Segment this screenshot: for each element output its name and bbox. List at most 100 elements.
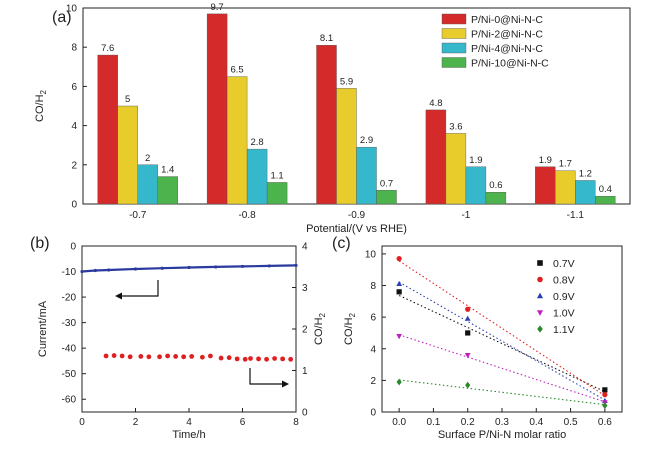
panel-b-right-y-axis-label: CO/H2 bbox=[313, 312, 327, 345]
co-h2-ratio-point bbox=[189, 353, 195, 359]
data-point bbox=[396, 289, 402, 295]
panel-c-x-tick-label: 0.5 bbox=[564, 417, 578, 428]
bar-value-label: 6.5 bbox=[230, 65, 243, 76]
legend-label: 1.0V bbox=[553, 308, 575, 320]
bar bbox=[425, 109, 447, 205]
bar-value-label: 0.7 bbox=[380, 178, 393, 189]
panel-a-y-tick-label: 8 bbox=[71, 43, 77, 54]
panel-c-x-tick-label: 0.3 bbox=[495, 417, 509, 428]
data-point bbox=[465, 330, 471, 336]
panel-c-axes: 0 2 4 6 8 10 0.0 0.1 0.2 0.3 0.4 0.5 0.6 Surface P/Ni… bbox=[343, 245, 623, 441]
data-point bbox=[396, 378, 402, 386]
panel-c-y-axis-label: CO/H2 bbox=[343, 312, 357, 345]
bar-value-label: 3.6 bbox=[449, 121, 462, 132]
panel-b-left-y-tick-label: -50 bbox=[62, 369, 77, 380]
bar-value-label: 2.8 bbox=[250, 137, 263, 148]
co-h2-ratio-point bbox=[165, 353, 171, 359]
panel-c-scatter-chart: (c) 0 2 4 6 8 10 0.0 0.1 0.2 0.3 0.4 0.5 0.6 Surface … bbox=[332, 235, 623, 441]
current-point bbox=[80, 269, 84, 274]
co-h2-ratio-point bbox=[234, 356, 240, 362]
bar-value-label: 7.6 bbox=[101, 43, 114, 54]
panel-b-left-y-tick-label: -20 bbox=[62, 293, 77, 304]
bar-value-label: 1.4 bbox=[161, 165, 174, 176]
bar bbox=[445, 133, 467, 205]
bar-value-label: 1.1 bbox=[270, 170, 283, 181]
data-point bbox=[464, 315, 471, 321]
bar-value-label: 5 bbox=[125, 94, 130, 105]
bar bbox=[226, 76, 248, 205]
bar bbox=[465, 166, 487, 205]
data-point bbox=[602, 387, 608, 393]
legend-marker bbox=[537, 325, 543, 333]
panel-c-points bbox=[396, 256, 608, 410]
current-point bbox=[187, 265, 191, 270]
bar-value-label: 1.7 bbox=[559, 159, 572, 170]
panel-a-y-tick-label: 10 bbox=[66, 4, 78, 15]
co-h2-ratio-point bbox=[264, 356, 269, 362]
co-h2-ratio-point bbox=[248, 356, 253, 361]
panel-a-x-tick-label: -0.9 bbox=[348, 210, 366, 221]
trend-line bbox=[398, 334, 606, 403]
data-point bbox=[465, 306, 471, 312]
panel-c-x-tick-label: 0.2 bbox=[461, 417, 475, 428]
panel-b-left-y-tick-label: 0 bbox=[70, 242, 76, 253]
bar bbox=[575, 180, 596, 205]
co-h2-ratio-point bbox=[157, 354, 162, 360]
co-h2-ratio-point bbox=[138, 353, 144, 359]
panel-b-left-y-axis-label: Current/mA bbox=[37, 300, 49, 357]
legend-swatch bbox=[441, 57, 467, 68]
panel-b-x-tick-label: 8 bbox=[293, 417, 299, 428]
bar-value-label: 4.8 bbox=[429, 98, 442, 109]
legend-label: P/Ni-2@Ni-N-C bbox=[471, 29, 543, 41]
co-h2-ratio-point bbox=[288, 356, 294, 362]
panel-b-x-tick-label: 4 bbox=[186, 417, 192, 428]
legend-label: 0.7V bbox=[553, 258, 575, 270]
current-line bbox=[81, 264, 297, 273]
panel-a-y-tick-label: 6 bbox=[71, 82, 77, 93]
bar bbox=[97, 54, 118, 205]
trend-line bbox=[398, 294, 606, 393]
panel-a-y-tick-label: 4 bbox=[71, 121, 77, 132]
panel-b-right-y-tick-label: 4 bbox=[302, 242, 308, 253]
current-point bbox=[240, 264, 245, 269]
bar-value-label: 0.4 bbox=[599, 184, 612, 195]
bar bbox=[485, 192, 507, 205]
panel-c-x-axis-label: Surface P/Ni-N molar ratio bbox=[438, 429, 566, 441]
ratio-axis-arrow bbox=[249, 368, 283, 385]
panel-a-x-tick-label: -0.7 bbox=[129, 210, 147, 221]
current-point bbox=[133, 267, 138, 271]
panel-a-x-tick-label: -1 bbox=[461, 210, 470, 221]
panel-c-plot-frame bbox=[381, 245, 623, 413]
bar-value-label: 2.9 bbox=[360, 135, 373, 146]
bar-value-label: 9.7 bbox=[210, 2, 223, 13]
legend-label: P/Ni-0@Ni-N-C bbox=[471, 14, 543, 26]
data-point bbox=[465, 381, 471, 389]
trend-line bbox=[398, 260, 606, 397]
legend-swatch bbox=[441, 28, 467, 39]
panel-a-legend: P/Ni-0@Ni-N-C P/Ni-2@Ni-N-C P/Ni-4@Ni-N-C P… bbox=[441, 13, 549, 70]
data-point bbox=[602, 392, 608, 398]
panel-b-label: (b) bbox=[30, 235, 50, 252]
co-h2-ratio-point bbox=[119, 353, 125, 359]
panel-b-x-tick-label: 0 bbox=[79, 417, 85, 428]
bar-value-label: 2 bbox=[145, 153, 150, 164]
bar bbox=[595, 195, 616, 205]
bar-value-label: 0.6 bbox=[489, 180, 502, 191]
bar bbox=[336, 88, 357, 205]
panel-a-bars bbox=[97, 13, 616, 205]
co-h2-ratio-point bbox=[280, 356, 286, 362]
panel-c-x-tick-label: 0.0 bbox=[392, 417, 406, 428]
bar bbox=[316, 45, 337, 205]
bar-value-label: 1.9 bbox=[539, 155, 552, 166]
legend-marker bbox=[536, 292, 544, 299]
bar bbox=[376, 190, 397, 205]
bar-value-label: 1.2 bbox=[579, 168, 592, 179]
bar bbox=[266, 182, 288, 205]
panel-c-y-tick-label: 0 bbox=[370, 408, 376, 419]
bar bbox=[535, 166, 556, 205]
panel-a-data-labels: 7.6 9.7 8.1 4.8 1.9 5 6.5 5.9 3.6 1.7 2 2.8 2.9 1.9 1.… bbox=[101, 2, 612, 195]
panel-c-label: (c) bbox=[332, 235, 351, 252]
co-h2-ratio-point bbox=[242, 356, 248, 362]
